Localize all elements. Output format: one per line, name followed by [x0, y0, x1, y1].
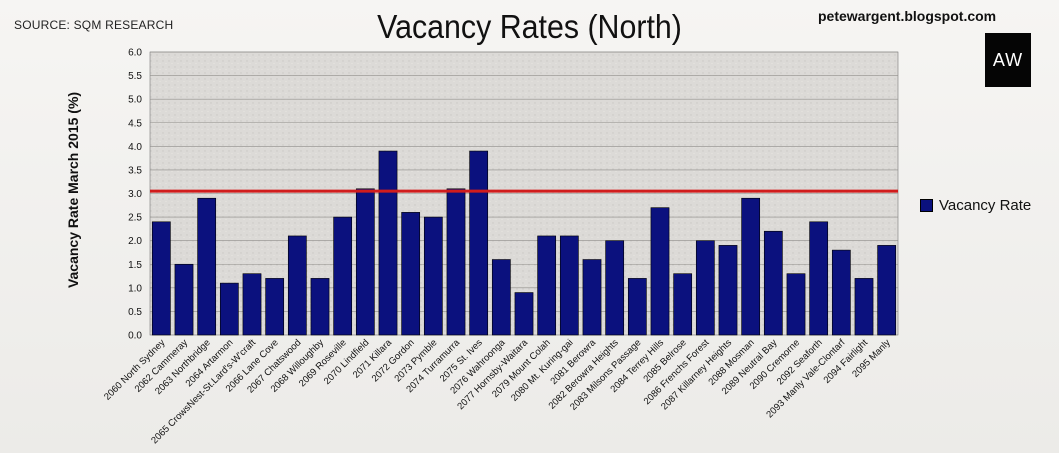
y-tick-label: 1.5	[128, 260, 142, 271]
bar	[559, 235, 579, 336]
bar	[809, 221, 829, 336]
bar	[219, 282, 239, 336]
bar	[378, 150, 398, 336]
y-tick-label: 4.5	[128, 118, 142, 129]
bar	[423, 216, 443, 336]
source-note: SOURCE: SQM RESEARCH	[14, 18, 174, 32]
bar	[695, 240, 715, 336]
y-tick-label: 1.0	[128, 283, 142, 294]
bar	[877, 245, 897, 336]
bar	[650, 207, 670, 336]
bar	[831, 249, 851, 336]
y-tick-label: 0.0	[128, 331, 142, 342]
blog-url: petewargent.blogspot.com	[818, 8, 997, 24]
bar	[446, 188, 466, 336]
bar	[310, 278, 330, 336]
bar	[174, 263, 194, 336]
y-tick-label: 3.5	[128, 165, 142, 176]
bar	[491, 259, 511, 336]
chart-title: Vacancy Rates (North)	[377, 8, 682, 45]
legend: Vacancy Rate	[920, 197, 1031, 214]
bar	[514, 292, 534, 336]
bar	[718, 245, 738, 336]
y-tick-label: 3.0	[128, 189, 142, 200]
bar	[854, 278, 874, 336]
bar	[265, 278, 285, 336]
bar	[401, 212, 421, 336]
bar	[605, 240, 625, 336]
y-tick-label: 2.5	[128, 213, 142, 224]
bar	[355, 188, 375, 336]
y-tick-label: 2.0	[128, 236, 142, 247]
bar	[763, 230, 783, 336]
bar	[741, 197, 761, 336]
y-tick-label: 5.0	[128, 95, 142, 106]
bar	[242, 273, 262, 336]
y-axis-label: Vacancy Rate March 2015 (%)	[65, 92, 81, 288]
bar	[197, 197, 217, 336]
bar	[627, 278, 647, 336]
bar	[786, 273, 806, 336]
bar	[582, 259, 602, 336]
y-axis-ticks: 0.0 0.5 1.0 1.5 2.0 2.5 3.0 3.5 4.0 4.5 5.0 5.5 6.0	[128, 48, 142, 342]
legend-swatch	[920, 199, 933, 212]
bar	[287, 235, 307, 336]
y-tick-label: 6.0	[128, 48, 142, 59]
bar	[151, 221, 171, 336]
legend-label: Vacancy Rate	[939, 197, 1032, 214]
aw-logo: AW	[985, 33, 1031, 87]
bar	[537, 235, 557, 336]
y-tick-label: 5.5	[128, 71, 142, 82]
bar-series	[151, 150, 897, 336]
bar	[469, 150, 489, 336]
bar	[673, 273, 693, 336]
bar	[333, 216, 353, 336]
y-tick-label: 0.5	[128, 307, 142, 318]
y-tick-label: 4.0	[128, 142, 142, 153]
